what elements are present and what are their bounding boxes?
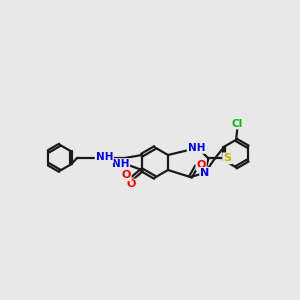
Text: O: O xyxy=(121,170,131,180)
Text: Cl: Cl xyxy=(232,118,243,129)
Text: NH: NH xyxy=(95,152,113,162)
Text: O: O xyxy=(126,179,136,190)
Text: O: O xyxy=(196,160,206,170)
Text: NH: NH xyxy=(112,159,129,169)
Text: N: N xyxy=(200,168,209,178)
Text: NH: NH xyxy=(188,143,205,153)
Text: S: S xyxy=(223,153,231,163)
